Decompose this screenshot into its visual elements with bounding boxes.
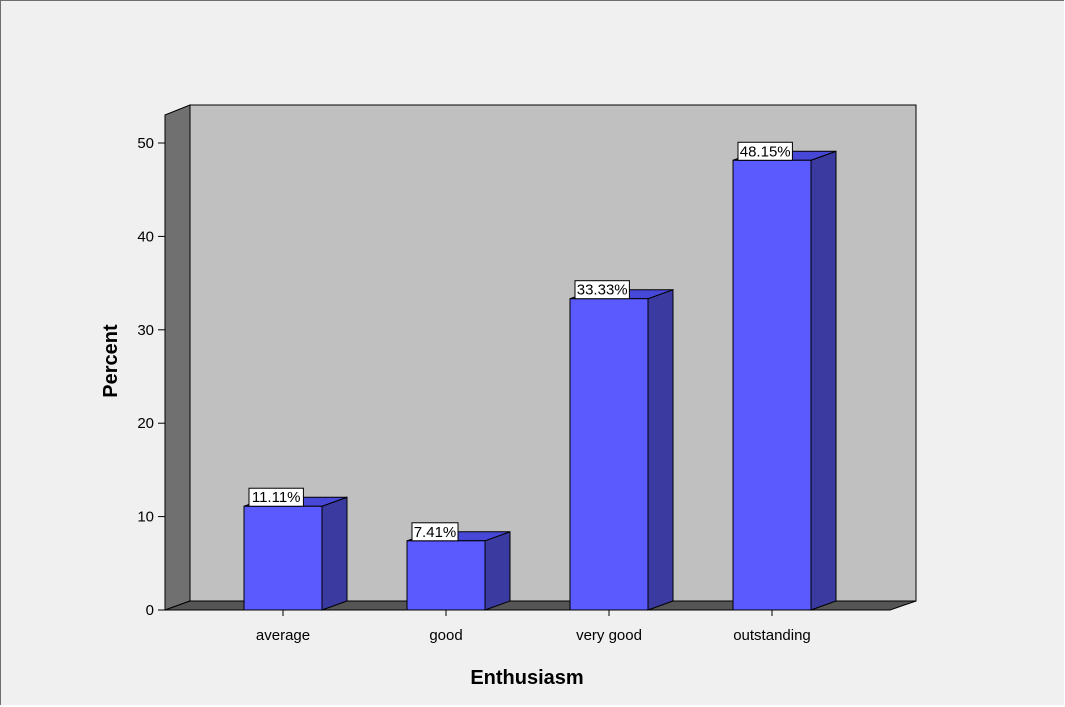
bar-front [569, 298, 649, 611]
y-tick-label: 10 [137, 509, 154, 526]
x-tick-label: good [429, 627, 462, 644]
y-axis-title: Percent [100, 324, 122, 398]
bar-side [647, 288, 674, 611]
bar [406, 531, 511, 611]
bar [569, 288, 674, 611]
bar-side [484, 531, 511, 611]
plot-side-wall [164, 104, 191, 611]
data-label: 48.15% [737, 141, 793, 161]
x-tick-label: outstanding [733, 627, 811, 644]
bar-front [732, 159, 812, 611]
data-label: 33.33% [574, 280, 630, 300]
bars: 11.11% 7.41% 33.33% 48.15% [243, 141, 837, 611]
data-label-text: 33.33% [577, 282, 628, 299]
data-label-text: 48.15% [740, 143, 791, 160]
bar-front [406, 540, 486, 611]
y-tick-label: 30 [137, 322, 154, 339]
data-label-box [248, 487, 304, 507]
data-label-box [737, 141, 793, 161]
bar-front [243, 505, 323, 611]
x-axis-title: Enthusiasm [470, 667, 583, 689]
bar [243, 496, 348, 611]
data-label-box [574, 280, 630, 300]
y-tick-label: 20 [137, 415, 154, 432]
data-label-text: 11.11% [252, 489, 301, 506]
data-label: 11.11% [248, 487, 304, 507]
bar [732, 150, 837, 611]
x-axis: average good very good outstanding [256, 610, 811, 644]
x-tick-label: average [256, 627, 310, 644]
y-tick-label: 40 [137, 228, 154, 245]
y-axis: 0 10 20 30 40 50 [137, 135, 165, 619]
bar-side [321, 496, 348, 611]
y-tick-label: 0 [146, 602, 154, 619]
y-tick-label: 50 [137, 135, 154, 152]
x-tick-label: very good [576, 627, 642, 644]
data-label-box [411, 522, 459, 542]
data-label-text: 7.41% [414, 524, 457, 541]
bar-side [810, 150, 837, 611]
data-label: 7.41% [411, 522, 459, 542]
